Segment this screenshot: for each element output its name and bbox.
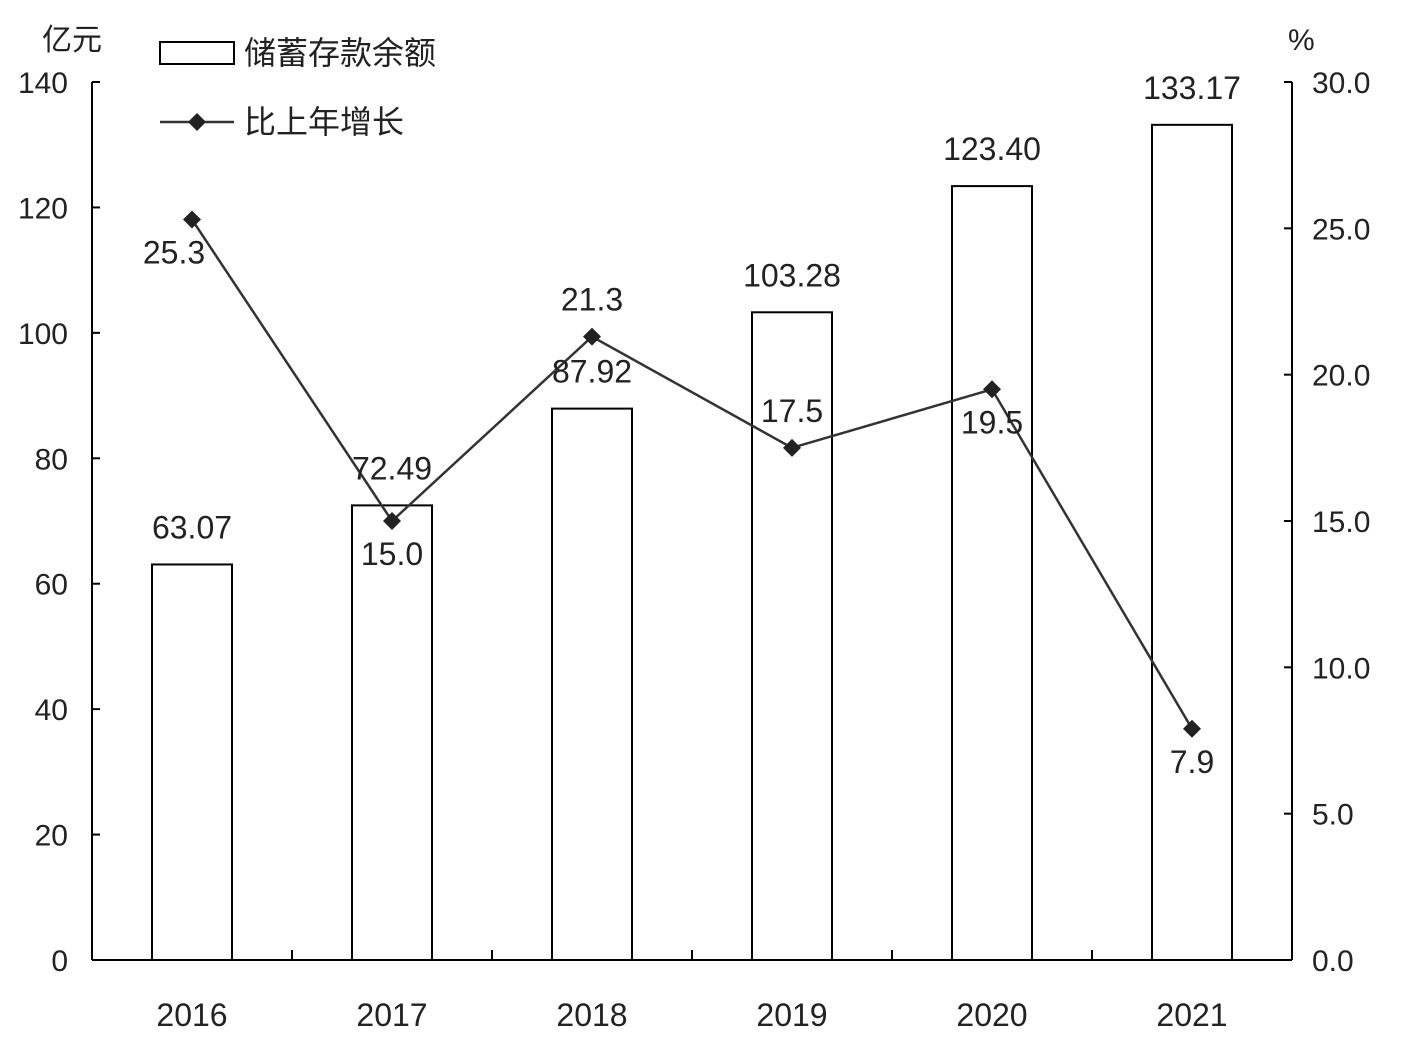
legend-bar-label: 储蓄存款余额 xyxy=(244,35,436,71)
line-value-label: 7.9 xyxy=(1170,744,1214,780)
bar-value-label: 103.28 xyxy=(743,257,841,293)
bar-value-label: 123.40 xyxy=(943,131,1041,167)
data-labels: 63.07 72.49 87.92 103.28 123.40 133.17 25.3 15.… xyxy=(143,70,1241,780)
bar xyxy=(951,185,1033,961)
left-tick-label: 80 xyxy=(35,443,68,476)
right-tick-label: 10.0 xyxy=(1312,652,1370,685)
left-tick-label: 60 xyxy=(35,569,68,602)
bar xyxy=(151,563,233,961)
bar xyxy=(1151,123,1233,961)
right-tick-label: 5.0 xyxy=(1312,799,1354,832)
line-point xyxy=(783,438,801,457)
line-value-label: 17.5 xyxy=(761,393,823,429)
line-point xyxy=(583,327,601,346)
line-point xyxy=(983,380,1001,399)
left-tick-label: 40 xyxy=(35,694,68,727)
right-tick-label: 0.0 xyxy=(1312,945,1354,978)
legend-bar-swatch xyxy=(159,41,235,65)
bar-value-label: 133.17 xyxy=(1143,70,1241,106)
x-tick-label: 2016 xyxy=(156,997,227,1033)
bar xyxy=(351,504,433,961)
right-tick-label: 20.0 xyxy=(1312,360,1370,393)
left-tick-label: 140 xyxy=(18,67,68,100)
bar-series xyxy=(151,123,1233,961)
left-tick-label: 120 xyxy=(18,192,68,225)
line-point xyxy=(183,210,201,229)
line-value-label: 19.5 xyxy=(961,404,1023,440)
legend: 储蓄存款余额 比上年增长 xyxy=(159,35,436,140)
right-tick-label: 15.0 xyxy=(1312,506,1370,539)
line-point xyxy=(1183,719,1201,738)
axes: 0 20 40 60 80 100 120 140 0.0 5.0 10.0 15.0 20.0 25.0… xyxy=(18,67,1370,1033)
right-tick-label: 25.0 xyxy=(1312,213,1370,246)
bar xyxy=(551,407,633,961)
x-tick-label: 2017 xyxy=(356,997,427,1033)
line-point xyxy=(383,512,401,530)
legend-line-marker xyxy=(188,113,206,131)
left-axis-unit: 亿元 xyxy=(42,24,102,57)
growth-line xyxy=(190,218,1194,730)
left-tick-label: 100 xyxy=(18,318,68,351)
x-tick-label: 2018 xyxy=(556,997,627,1033)
bar-value-label: 63.07 xyxy=(152,509,232,545)
line-value-label: 15.0 xyxy=(361,536,423,572)
legend-line-label: 比上年增长 xyxy=(244,104,404,140)
bar-value-label: 72.49 xyxy=(352,450,432,486)
left-tick-label: 20 xyxy=(35,820,68,853)
line-value-label: 25.3 xyxy=(143,235,205,271)
line-series xyxy=(183,210,1201,738)
x-tick-label: 2020 xyxy=(956,997,1027,1033)
right-axis-unit: % xyxy=(1288,24,1315,57)
right-tick-label: 30.0 xyxy=(1312,67,1370,100)
left-tick-label: 0 xyxy=(51,945,68,978)
bar-value-label: 87.92 xyxy=(552,354,632,390)
x-tick-label: 2021 xyxy=(1156,997,1227,1033)
x-tick-label: 2019 xyxy=(756,997,827,1033)
line-value-label: 21.3 xyxy=(561,282,623,318)
bar xyxy=(751,311,833,961)
